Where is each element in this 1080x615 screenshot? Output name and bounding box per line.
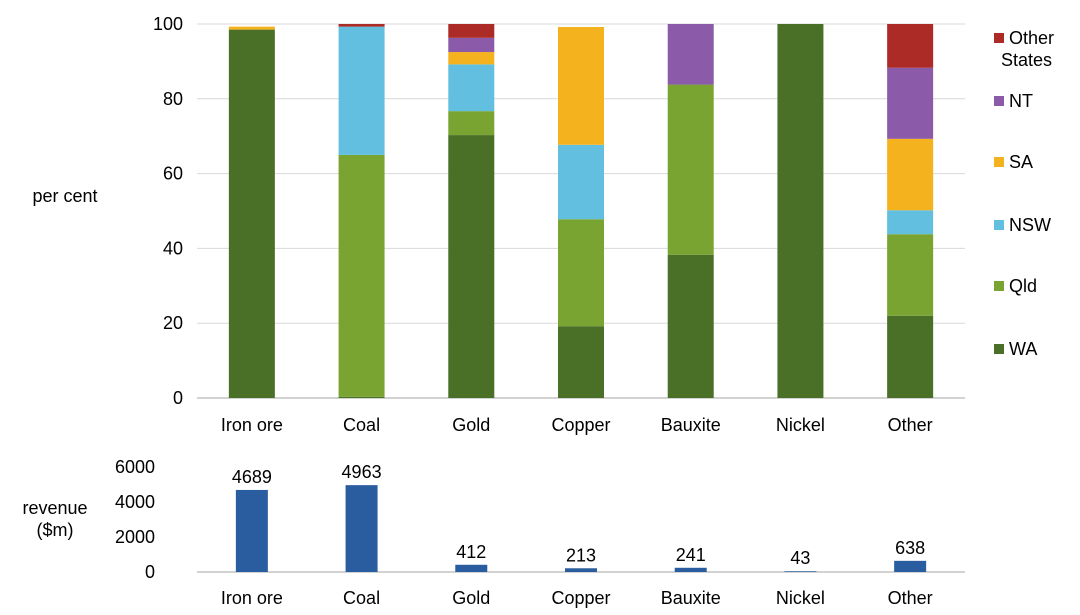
revenue-bar xyxy=(455,564,488,572)
x-tick-label: Coal xyxy=(343,415,380,435)
y-tick-label: 6000 xyxy=(115,457,155,477)
data-label: 213 xyxy=(566,545,596,565)
bar-segment xyxy=(228,26,275,30)
bar-segment xyxy=(338,396,385,398)
legend-swatch xyxy=(994,96,1004,106)
revenue-bar xyxy=(235,489,268,572)
bar-segment xyxy=(448,37,495,53)
data-label: 4963 xyxy=(342,462,382,482)
bar-segment xyxy=(558,219,604,327)
x-tick-label: Nickel xyxy=(776,588,825,608)
bar-segment xyxy=(887,315,934,398)
x-tick-label: Nickel xyxy=(776,415,825,435)
bar-segment xyxy=(338,24,385,27)
bar-segment xyxy=(228,29,275,399)
legend-label: Qld xyxy=(1009,276,1037,296)
bar-segment xyxy=(448,64,495,112)
bar-segment xyxy=(667,254,714,398)
data-label: 241 xyxy=(676,545,706,565)
y-axis-label: per cent xyxy=(32,186,97,206)
x-tick-label: Other xyxy=(888,415,933,435)
y-tick-label: 4000 xyxy=(115,492,155,512)
legend-swatch xyxy=(994,344,1004,354)
bar-segment xyxy=(887,67,934,139)
y-tick-label: 2000 xyxy=(115,527,155,547)
revenue-bar xyxy=(784,571,817,572)
bar-segment xyxy=(448,52,495,65)
x-tick-label: Copper xyxy=(551,415,610,435)
revenue-bar xyxy=(345,485,378,572)
y-tick-label: 40 xyxy=(163,238,183,258)
x-tick-label: Other xyxy=(888,588,933,608)
x-tick-label: Bauxite xyxy=(661,415,721,435)
x-tick-label: Iron ore xyxy=(221,588,283,608)
revenue-bar xyxy=(674,567,707,572)
legend-label: NT xyxy=(1009,91,1033,111)
y-tick-label: 0 xyxy=(145,562,155,582)
legend: Other States NT SA NSW Qld WA xyxy=(994,28,1054,359)
bar-segment xyxy=(667,84,714,255)
legend-label: NSW xyxy=(1009,215,1051,235)
legend-swatch xyxy=(994,220,1004,230)
legend-swatch xyxy=(994,281,1004,291)
bar-segment xyxy=(777,24,824,398)
share-by-state-chart: 0 20 40 60 80 100 per cent Iron ore Coal Gold Copp… xyxy=(32,14,965,435)
y-tick-label: 0 xyxy=(173,388,183,408)
data-label: 4689 xyxy=(232,467,272,487)
bar-segment xyxy=(448,24,495,38)
bar-segment xyxy=(338,154,385,397)
data-label: 43 xyxy=(790,548,810,568)
bar-segment xyxy=(887,138,934,211)
revenue-chart: 0 2000 4000 6000 revenue ($m) 4689 Iron ore 4963… xyxy=(22,457,965,608)
data-label: 412 xyxy=(456,542,486,562)
y-axis-label: revenue ($m) xyxy=(22,498,87,540)
bar-segment xyxy=(558,144,604,220)
x-tick-label: Gold xyxy=(452,588,490,608)
bar-segment xyxy=(448,135,495,398)
legend-label: Other States xyxy=(1001,28,1054,70)
bar-segment xyxy=(887,234,934,316)
bar-segment xyxy=(667,24,714,85)
legend-swatch xyxy=(994,157,1004,167)
revenue-bar xyxy=(565,568,597,572)
bar-segment xyxy=(558,26,604,145)
x-tick-label: Bauxite xyxy=(661,588,721,608)
y-tick-label: 100 xyxy=(153,14,183,34)
bar-segment xyxy=(558,326,604,398)
x-tick-label: Iron ore xyxy=(221,415,283,435)
bar-segment xyxy=(887,24,934,68)
data-label: 638 xyxy=(895,538,925,558)
y-tick-label: 80 xyxy=(163,89,183,109)
legend-label: SA xyxy=(1009,152,1033,172)
x-tick-label: Gold xyxy=(452,415,490,435)
revenue-bar xyxy=(894,560,927,572)
legend-swatch xyxy=(994,33,1004,43)
bar-segment xyxy=(448,111,495,136)
legend-label: WA xyxy=(1009,339,1037,359)
y-tick-label: 60 xyxy=(163,164,183,184)
x-tick-label: Coal xyxy=(343,588,380,608)
bar-segment xyxy=(887,210,934,235)
y-tick-label: 20 xyxy=(163,313,183,333)
x-tick-label: Copper xyxy=(551,588,610,608)
bar-segment xyxy=(338,26,385,155)
